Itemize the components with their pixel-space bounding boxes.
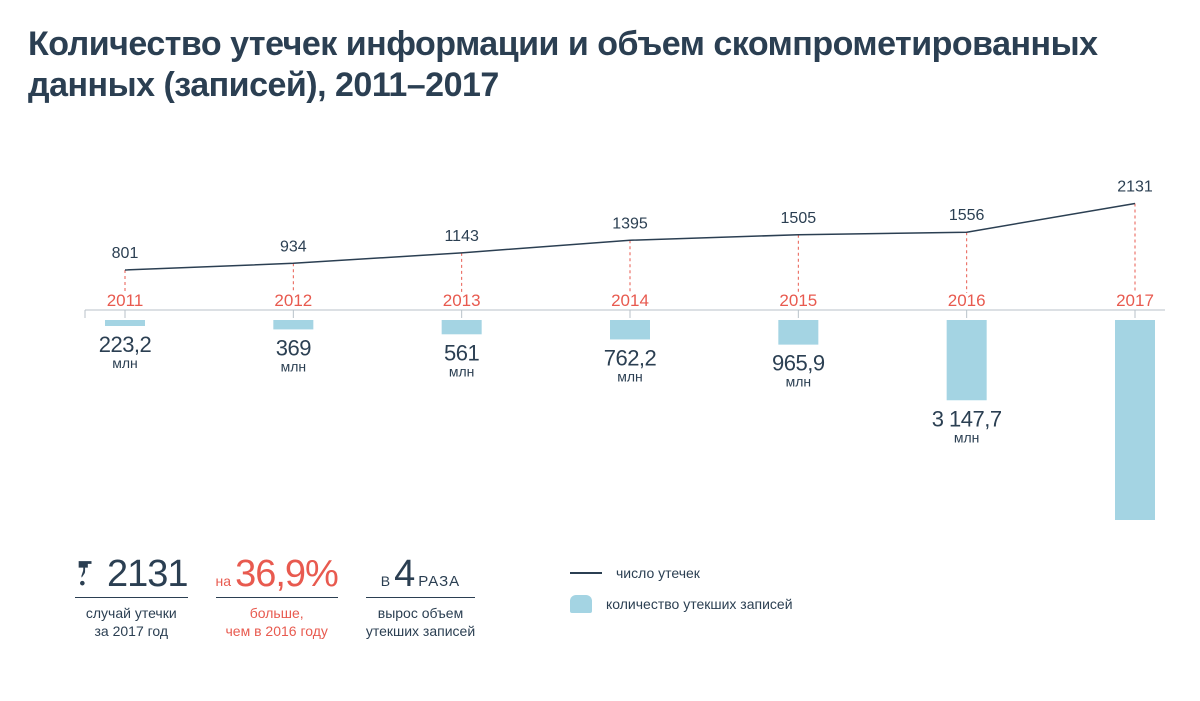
svg-text:934: 934 <box>280 238 307 255</box>
stat-value: 2131 <box>107 555 188 593</box>
svg-text:1556: 1556 <box>949 207 985 224</box>
svg-text:2013: 2013 <box>443 291 481 310</box>
stat-desc: случай утечки <box>75 604 188 622</box>
svg-text:561: 561 <box>444 340 479 365</box>
tap-icon <box>75 559 97 589</box>
svg-text:369: 369 <box>276 335 311 360</box>
stat-desc: за 2017 год <box>75 622 188 640</box>
legend-bar-label: количество утекших записей <box>606 596 793 612</box>
leak-chart: 801 934 1143 1395 1505 1556 2131 2011 2012 2013 20… <box>75 180 1165 520</box>
stat-top: 2131 <box>75 555 188 598</box>
page-title: Количество утечек информации и объем ско… <box>28 24 1200 106</box>
svg-text:2012: 2012 <box>274 291 312 310</box>
svg-text:2016: 2016 <box>948 291 986 310</box>
stat-desc: утекших записей <box>366 622 475 640</box>
stat-block: на36,9% больше,чем в 2016 году <box>216 555 338 640</box>
svg-text:1505: 1505 <box>781 210 817 227</box>
stat-value: 36,9% <box>235 555 338 593</box>
legend-bar-row: количество утекших записей <box>570 595 793 613</box>
svg-text:801: 801 <box>112 245 139 262</box>
legend-line-label: число утечек <box>616 565 700 581</box>
svg-text:млн: млн <box>954 429 980 445</box>
svg-text:2014: 2014 <box>611 291 649 310</box>
chart-legend: число утечек количество утекших записей <box>570 565 793 627</box>
stat-prefix: В <box>381 573 390 589</box>
svg-text:млн: млн <box>617 368 643 384</box>
stat-prefix: на <box>216 573 232 589</box>
svg-text:2015: 2015 <box>779 291 817 310</box>
svg-text:965,9: 965,9 <box>772 351 825 376</box>
stat-value: 4 <box>394 555 414 593</box>
stat-desc: чем в 2016 году <box>216 622 338 640</box>
stats-row: 2131 случай утечкиза 2017 год на36,9% больш… <box>75 555 475 640</box>
svg-text:1395: 1395 <box>612 215 648 232</box>
svg-text:1143: 1143 <box>444 228 479 245</box>
stat-top: на36,9% <box>216 555 338 598</box>
legend-bar-swatch <box>570 595 592 613</box>
stat-block: 2131 случай утечкиза 2017 год <box>75 555 188 640</box>
svg-text:2017: 2017 <box>1116 291 1154 310</box>
legend-line-row: число утечек <box>570 565 793 581</box>
stat-desc: больше, <box>216 604 338 622</box>
svg-text:млн: млн <box>281 358 307 374</box>
svg-text:2011: 2011 <box>107 291 144 310</box>
svg-text:223,2: 223,2 <box>99 332 152 357</box>
legend-line-swatch <box>570 572 602 574</box>
svg-text:3 147,7: 3 147,7 <box>932 406 1002 431</box>
svg-text:2131: 2131 <box>1117 180 1153 195</box>
stat-suffix: РАЗА <box>418 573 460 590</box>
svg-text:762,2: 762,2 <box>604 345 657 370</box>
stat-desc: вырос объем <box>366 604 475 622</box>
svg-text:млн: млн <box>112 355 138 371</box>
svg-text:млн: млн <box>449 363 475 379</box>
svg-text:млн: млн <box>786 374 812 390</box>
stat-block: В4РАЗА вырос объемутекших записей <box>366 555 475 640</box>
stat-top: В4РАЗА <box>366 555 475 598</box>
